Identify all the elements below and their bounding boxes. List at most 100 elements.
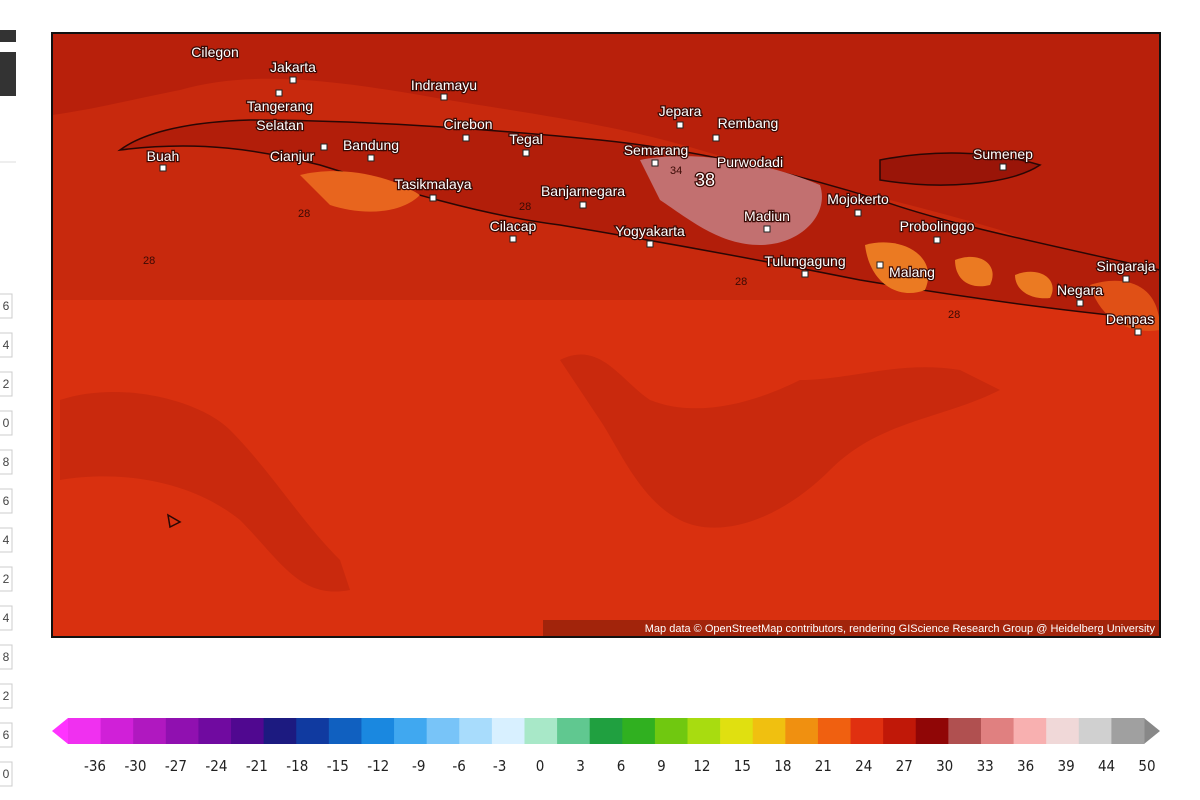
colorbar-segment: [915, 718, 949, 744]
colorbar-tick-label: -30: [124, 757, 146, 775]
colorbar-tick-label: -15: [327, 757, 349, 775]
land-north: [52, 33, 1160, 280]
colorbar-tick-label: -24: [205, 757, 227, 775]
colorbar-tick-label: -6: [452, 757, 465, 775]
city-label: Cianjur: [270, 148, 315, 164]
city-marker: [579, 201, 587, 209]
colorbar-tick-label: 39: [1057, 757, 1074, 775]
colorbar-segment: [817, 718, 852, 744]
colorbar-tick-label: 15: [734, 757, 751, 775]
city-label: Bandung: [343, 137, 399, 153]
strip-box: [0, 293, 13, 319]
colorbar-segment: [720, 718, 754, 744]
city-marker: [320, 143, 328, 151]
colorbar-segment: [654, 718, 689, 744]
strip-box: [0, 683, 13, 709]
city-marker: [933, 236, 941, 244]
strip-label: 2: [3, 572, 10, 586]
city-label: Purwodadi: [717, 154, 783, 170]
colorbar-tick-label: 0: [536, 757, 545, 775]
city-label: Negara: [1057, 282, 1103, 298]
strip-label: 2: [3, 689, 10, 703]
colorbar-segment: [491, 718, 525, 744]
city-label: Banjarnegara: [541, 183, 625, 199]
colorbar-tick-label: 6: [617, 757, 626, 775]
city-marker: [1076, 299, 1084, 307]
city-marker: [712, 134, 720, 142]
city-marker: [763, 225, 771, 233]
colorbar-segment: [1111, 718, 1145, 744]
strip-box: [0, 488, 13, 514]
colorbar-segment: [785, 718, 819, 744]
colorbar-segment: [68, 718, 102, 744]
city-label: Denpas: [1106, 311, 1154, 327]
strip-label: 0: [3, 416, 10, 430]
left-strip: 6 4 2 0 8 6 4 2 4 8 2 6 0: [0, 293, 13, 787]
colorbar-tick-label: 24: [855, 757, 872, 775]
colorbar-tick-label: 9: [657, 757, 666, 775]
strip-label: 8: [3, 455, 10, 469]
colorbar-segment: [100, 718, 134, 744]
warm-area: [1015, 271, 1053, 299]
city-marker: [854, 209, 862, 217]
city-marker: [1134, 328, 1142, 336]
strip-label: 8: [3, 650, 10, 664]
city-label: Cilegon: [191, 44, 238, 60]
colorbar-tick-label: -9: [412, 757, 425, 775]
colorbar-segment: [980, 718, 1015, 744]
colorbar-segment: [687, 718, 721, 744]
city-label: Madiun: [744, 208, 790, 224]
city-label: Selatan: [256, 117, 303, 133]
city-labels: Cilegon Jakarta Indramayu Tangerang Selatan C…: [145, 43, 1157, 336]
colorbar-segment: [1078, 718, 1112, 744]
warm-area: [955, 256, 993, 287]
city-label: Rembang: [718, 115, 779, 131]
colorbar-segment: [589, 718, 623, 744]
colorbar-segment: [557, 718, 591, 744]
colorbar-segment: [231, 718, 265, 744]
city-label: Malang: [889, 264, 935, 280]
strip-box: [0, 527, 13, 553]
city-label: Cirebon: [443, 116, 492, 132]
strip-label: 6: [3, 494, 10, 508]
city-label: Semarang: [624, 142, 689, 158]
colorbar-tick-label: 36: [1017, 757, 1034, 775]
strip-label: 6: [3, 299, 10, 313]
madura: [879, 152, 1042, 186]
colorbar-segment: [426, 718, 460, 744]
colorbar-segment: [1013, 718, 1047, 744]
panel-fragment: [0, 52, 16, 96]
contour-label: 28: [519, 201, 531, 213]
colorbar-segment: [524, 718, 558, 744]
city-marker: [440, 93, 448, 101]
colorbar-tick-label: 44: [1098, 757, 1115, 775]
colorbar-segment: [133, 718, 167, 744]
strip-label: 4: [3, 611, 10, 625]
city-marker: [676, 121, 684, 129]
colorbar-segment: [622, 718, 656, 744]
strip-label: 4: [3, 533, 10, 547]
colorbar-tick-label: 50: [1138, 757, 1155, 775]
city-marker: [462, 134, 470, 142]
map: Cilegon Jakarta Indramayu Tangerang Selatan C…: [51, 32, 1161, 638]
city-label: Tangerang: [247, 98, 313, 114]
colorbar-segment: [198, 718, 232, 744]
colorbar-tick-label: -21: [246, 757, 268, 775]
strip-label: 4: [3, 338, 10, 352]
colorbar-tick-label: 30: [936, 757, 953, 775]
colorbar-tick-label: 12: [693, 757, 710, 775]
city-label: Jakarta: [270, 59, 316, 75]
attribution-bg: [543, 620, 1159, 636]
colorbar-segment: [1046, 718, 1080, 744]
hot-area: [640, 156, 822, 245]
city-label: Jepara: [659, 103, 702, 119]
city-marker: [522, 149, 530, 157]
bali: [1090, 280, 1160, 331]
colorbar-segment: [328, 718, 362, 744]
strip-box: [0, 449, 13, 475]
colorbar-arrow: [1144, 718, 1160, 744]
city-marker: [651, 159, 659, 167]
colorbar-tick-label: 3: [576, 757, 585, 775]
strip-label: 0: [3, 767, 10, 781]
